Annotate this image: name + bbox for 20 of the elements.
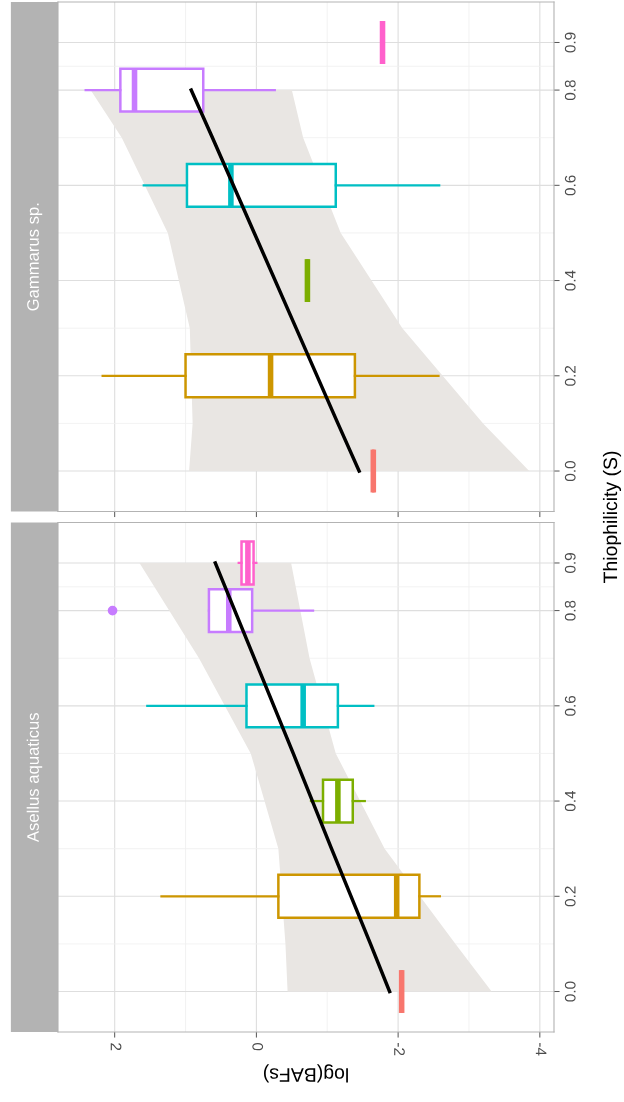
x-tick-label: -4 bbox=[535, 1043, 547, 1056]
y-tick-label: 0.8 bbox=[564, 600, 576, 621]
y-axis-title: Thiophilicity (S) bbox=[602, 451, 622, 584]
x-tick-label: 2 bbox=[110, 1043, 122, 1051]
y-tick-label: 0.2 bbox=[564, 886, 576, 907]
y-tick-label: 0.8 bbox=[564, 80, 576, 101]
y-tick-label: 0.6 bbox=[564, 175, 576, 196]
text: Gammarus sp. bbox=[27, 203, 43, 311]
y-tick-label: 0.9 bbox=[564, 553, 576, 573]
y-tick-label: 0.2 bbox=[564, 365, 576, 386]
y-tick-label: 0.0 bbox=[564, 461, 576, 482]
y-tick-label: 0.9 bbox=[564, 32, 576, 53]
y-tick-label: 0.4 bbox=[564, 790, 576, 812]
text: Asellus aquaticus bbox=[26, 713, 43, 843]
y-tick-label: 0.0 bbox=[564, 981, 576, 1002]
y-tick-label: 0.6 bbox=[564, 695, 576, 716]
y-tick-label: 0.4 bbox=[564, 270, 576, 291]
x-tick-label: 0 bbox=[252, 1043, 264, 1051]
x-tick-label: -2 bbox=[394, 1043, 405, 1056]
x-axis-title: log(BAFs) bbox=[263, 1064, 348, 1083]
